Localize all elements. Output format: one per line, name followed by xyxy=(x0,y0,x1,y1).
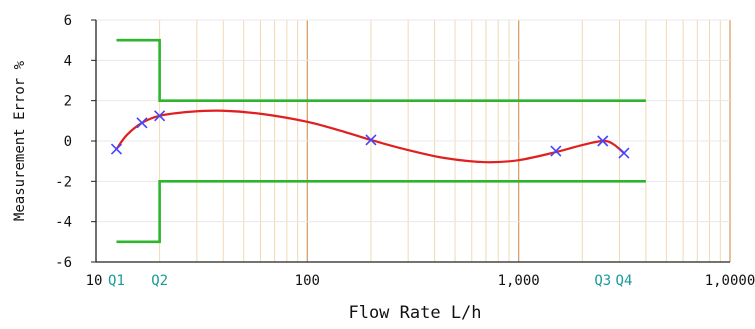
marker-stroke xyxy=(597,135,609,147)
flow-point-label-q1: Q1 xyxy=(108,273,125,289)
marker-stroke xyxy=(618,147,630,159)
marker-stroke xyxy=(154,110,166,122)
y-tick-label: 2 xyxy=(64,94,72,110)
x-tick-label: 1,000 xyxy=(498,273,540,289)
flow-point-label-q2: Q2 xyxy=(151,273,168,289)
marker-stroke xyxy=(136,117,148,129)
measured-point-marker xyxy=(136,117,148,129)
measured-point-marker xyxy=(597,135,609,147)
marker-stroke xyxy=(365,134,377,146)
y-tick-label: 0 xyxy=(64,134,72,150)
y-tick-label: 4 xyxy=(64,53,72,69)
measured-point-marker xyxy=(550,145,562,157)
x-axis-title: Flow Rate L/h xyxy=(348,303,481,323)
y-tick-label: -2 xyxy=(55,174,72,190)
x-tick-label: 100 xyxy=(295,273,320,289)
series xyxy=(110,38,646,244)
grid xyxy=(96,19,731,262)
x-tick-label: 10 xyxy=(86,273,103,289)
measured-point-marker xyxy=(110,143,123,155)
measured-point-marker xyxy=(365,134,377,146)
y-tick-label: 6 xyxy=(64,13,72,29)
y-axis-title: Measurement Error % xyxy=(12,60,28,221)
measured-point-marker xyxy=(618,147,630,159)
y-tick-label: -4 xyxy=(55,215,72,231)
x-tick-label: 1,0000 xyxy=(705,273,755,289)
flow-point-label-q3: Q3 xyxy=(594,273,611,289)
error-curve-line xyxy=(115,109,625,164)
tick-labels: 6 4 2 0 -2 -4 -6 10 100 1,000 1,0000 Q1 Q2 Q3 Q4 xyxy=(55,13,755,289)
flow-point-label-q4: Q4 xyxy=(616,273,633,289)
axes xyxy=(91,19,730,263)
marker-stroke xyxy=(550,145,562,157)
upper-limit-line xyxy=(116,38,646,102)
lower-limit-line xyxy=(116,180,646,244)
marker-stroke xyxy=(110,143,123,155)
measured-point-marker xyxy=(154,110,166,122)
y-tick-label: -6 xyxy=(55,255,72,271)
